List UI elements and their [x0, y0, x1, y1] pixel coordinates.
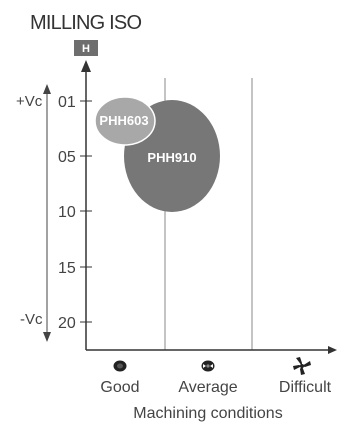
iso-group-label: H [82, 43, 90, 55]
y-axis-arrow [81, 60, 91, 72]
good-condition-icon [113, 360, 127, 372]
vc-plus-label: +Vc [16, 93, 43, 110]
difficult-condition-icon [293, 357, 311, 375]
y-tick-label: 01 [58, 94, 76, 111]
y-tick-label: 20 [58, 315, 76, 332]
bubble-phh603 [94, 96, 156, 146]
vc-minus-label: -Vc [20, 311, 43, 328]
y-ticks [80, 100, 92, 323]
y-tick-label: 10 [58, 204, 76, 221]
condition-label-good: Good [100, 379, 139, 396]
chart-title: MILLING ISO [30, 12, 141, 34]
vc-up-arrow [43, 84, 51, 94]
condition-label-average: Average [178, 379, 237, 396]
condition-label-difficult: Difficult [279, 379, 332, 396]
bubble-label-phh910: PHH910 [147, 150, 196, 165]
average-condition-icon [201, 360, 215, 372]
iso-group-badge [74, 40, 98, 56]
bubble-label-phh603: PHH603 [99, 113, 148, 128]
y-tick-label: 05 [58, 149, 76, 166]
y-tick-label: 15 [58, 260, 76, 277]
x-axis-title: Machining conditions [133, 405, 282, 422]
vc-down-arrow [43, 332, 51, 342]
x-axis-arrow [328, 346, 337, 354]
